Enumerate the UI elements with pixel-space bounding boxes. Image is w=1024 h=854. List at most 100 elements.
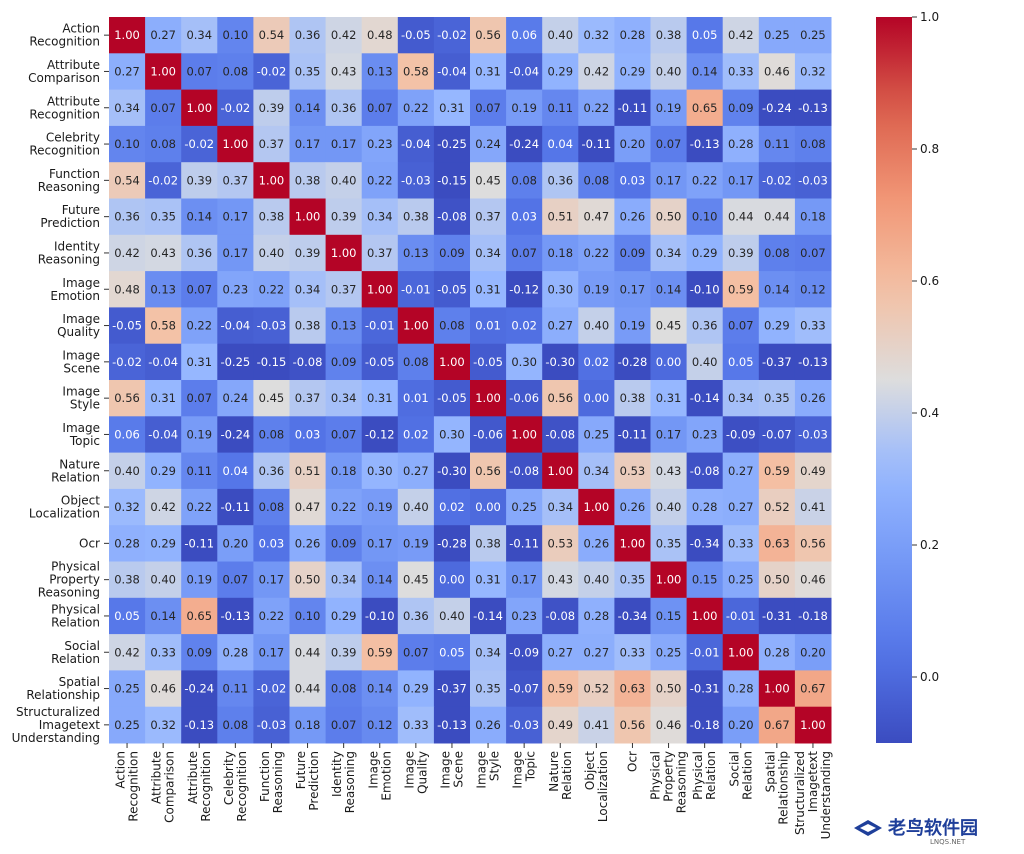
cell-value-label-8-18: 0.29: [764, 319, 790, 333]
cell-value-label-8-1: 0.58: [150, 319, 176, 333]
heatmap-cell-13-5: [289, 488, 327, 526]
heatmap-cell-19-2: [181, 706, 218, 744]
cell-value-label-5-17: 0.44: [728, 210, 754, 224]
cell-value-label-17-9: 0.05: [439, 645, 465, 659]
cell-value-label-11-6: 0.07: [331, 427, 357, 441]
heatmap-cell-16-13: [578, 597, 615, 635]
cell-value-label-12-4: 0.36: [259, 464, 285, 478]
x-tick-label-14: Ocr: [625, 751, 639, 772]
cell-value-label-17-8: 0.07: [403, 645, 429, 659]
cell-value-label-1-10: 0.31: [475, 64, 501, 78]
heatmap-cell-12-2: [181, 452, 218, 490]
heatmap-cell-2-5: [289, 89, 327, 127]
heatmap-cell-18-8: [397, 670, 435, 708]
cell-value-label-19-13: 0.41: [584, 718, 610, 732]
heatmap-cell-7-7: [361, 271, 399, 308]
heatmap-cell-7-16: [686, 271, 724, 308]
y-tick-label-12: Nature: [59, 457, 100, 471]
cell-value-label-13-19: 0.41: [800, 500, 826, 514]
heatmap-cell-10-0: [109, 380, 146, 417]
cell-value-label-6-18: 0.08: [764, 246, 790, 260]
heatmap-cell-14-15: [650, 525, 688, 562]
heatmap-cell-0-10: [470, 17, 507, 54]
heatmap-cell-16-0: [109, 597, 146, 635]
cell-value-label-6-4: 0.40: [259, 246, 285, 260]
heatmap-cell-7-13: [578, 271, 615, 308]
heatmap-cell-14-13: [578, 525, 615, 562]
cell-value-label-6-5: 0.39: [295, 246, 321, 260]
cell-value-label-7-2: 0.07: [186, 282, 212, 296]
cell-value-label-12-17: 0.27: [728, 464, 754, 478]
heatmap-cell-12-10: [470, 452, 507, 490]
cell-value-label-18-1: 0.46: [150, 682, 176, 696]
heatmap-cell-16-10: [470, 597, 507, 635]
cell-value-label-15-18: 0.50: [764, 573, 790, 587]
cell-value-label-8-5: 0.38: [295, 319, 321, 333]
cell-value-label-18-4: -0.02: [257, 682, 287, 696]
cell-value-label-1-4: -0.02: [257, 64, 287, 78]
heatmap-cell-19-6: [325, 706, 363, 744]
heatmap-cell-0-13: [578, 17, 615, 54]
cell-value-label-10-18: 0.35: [764, 391, 790, 405]
heatmap-cell-8-12: [542, 307, 579, 345]
cell-value-label-0-17: 0.42: [728, 28, 754, 42]
cell-value-label-11-0: 0.06: [114, 427, 140, 441]
cell-value-label-10-6: 0.34: [331, 391, 357, 405]
cell-value-label-3-4: 0.37: [259, 137, 285, 151]
cell-value-label-6-13: 0.22: [584, 246, 610, 260]
cell-value-label-7-0: 0.48: [114, 282, 140, 296]
cell-value-label-10-15: 0.31: [656, 391, 682, 405]
heatmap-cell-13-8: [397, 488, 435, 526]
cell-value-label-15-8: 0.45: [403, 573, 429, 587]
cell-value-label-1-19: 0.32: [800, 64, 826, 78]
cell-value-label-2-6: 0.36: [331, 101, 357, 115]
y-tick-label-10: Style: [70, 398, 100, 412]
cell-value-label-1-0: 0.27: [114, 64, 140, 78]
y-tick-label-16: Relation: [51, 615, 100, 629]
cell-value-label-11-5: 0.03: [295, 427, 321, 441]
cell-value-label-0-6: 0.42: [331, 28, 357, 42]
heatmap-cell-17-1: [145, 634, 182, 671]
cell-value-label-14-3: 0.20: [223, 536, 249, 550]
heatmap-cell-2-10: [470, 89, 507, 127]
heatmap-cell-3-10: [470, 125, 507, 163]
cell-value-label-16-7: -0.10: [365, 609, 395, 623]
heatmap-cell-19-16: [686, 706, 724, 744]
cell-value-label-5-1: 0.35: [150, 210, 176, 224]
heatmap-cell-0-14: [614, 17, 651, 54]
cell-value-label-15-15: 1.00: [656, 573, 682, 587]
heatmap-cell-0-18: [758, 17, 796, 54]
cell-value-label-4-6: 0.40: [331, 173, 357, 187]
cell-value-label-0-14: 0.28: [620, 28, 646, 42]
heatmap-cell-19-18: [758, 706, 796, 744]
x-tick-label-18: Relationship: [776, 751, 790, 825]
x-tick-label-18: Spatial: [763, 751, 777, 792]
y-tick-label-19: Structuralized: [16, 705, 100, 719]
watermark-logo-icon: [852, 816, 884, 844]
y-tick-label-13: Localization: [29, 507, 100, 521]
x-tick-label-9: Image: [438, 751, 452, 789]
heatmap-cell-5-0: [109, 198, 146, 236]
heatmap-cell-15-17: [722, 561, 760, 599]
cell-value-label-17-6: 0.39: [331, 645, 357, 659]
x-tick-label-15: Reasoning: [675, 751, 689, 813]
cell-value-label-1-8: 0.58: [403, 64, 429, 78]
heatmap-cell-13-14: [614, 488, 651, 526]
heatmap-cell-6-8: [397, 234, 435, 272]
cell-value-label-2-7: 0.07: [367, 101, 393, 115]
heatmap-cell-1-12: [542, 53, 579, 91]
cell-value-label-5-0: 0.36: [114, 210, 140, 224]
cell-value-label-6-1: 0.43: [150, 246, 176, 260]
cell-value-label-10-19: 0.26: [800, 391, 826, 405]
heatmap-cell-5-17: [722, 198, 760, 236]
heatmap-cell-19-17: [722, 706, 760, 744]
heatmap-cell-16-17: [722, 597, 760, 635]
heatmap-cell-18-1: [145, 670, 182, 708]
heatmap-cell-11-0: [109, 416, 146, 454]
heatmap-cell-5-14: [614, 198, 651, 236]
heatmap-cell-7-2: [181, 271, 218, 308]
cell-value-label-13-15: 0.40: [656, 500, 682, 514]
cell-value-label-15-7: 0.14: [367, 573, 393, 587]
heatmap-cell-8-0: [109, 307, 146, 345]
heatmap-cell-12-7: [361, 452, 399, 490]
